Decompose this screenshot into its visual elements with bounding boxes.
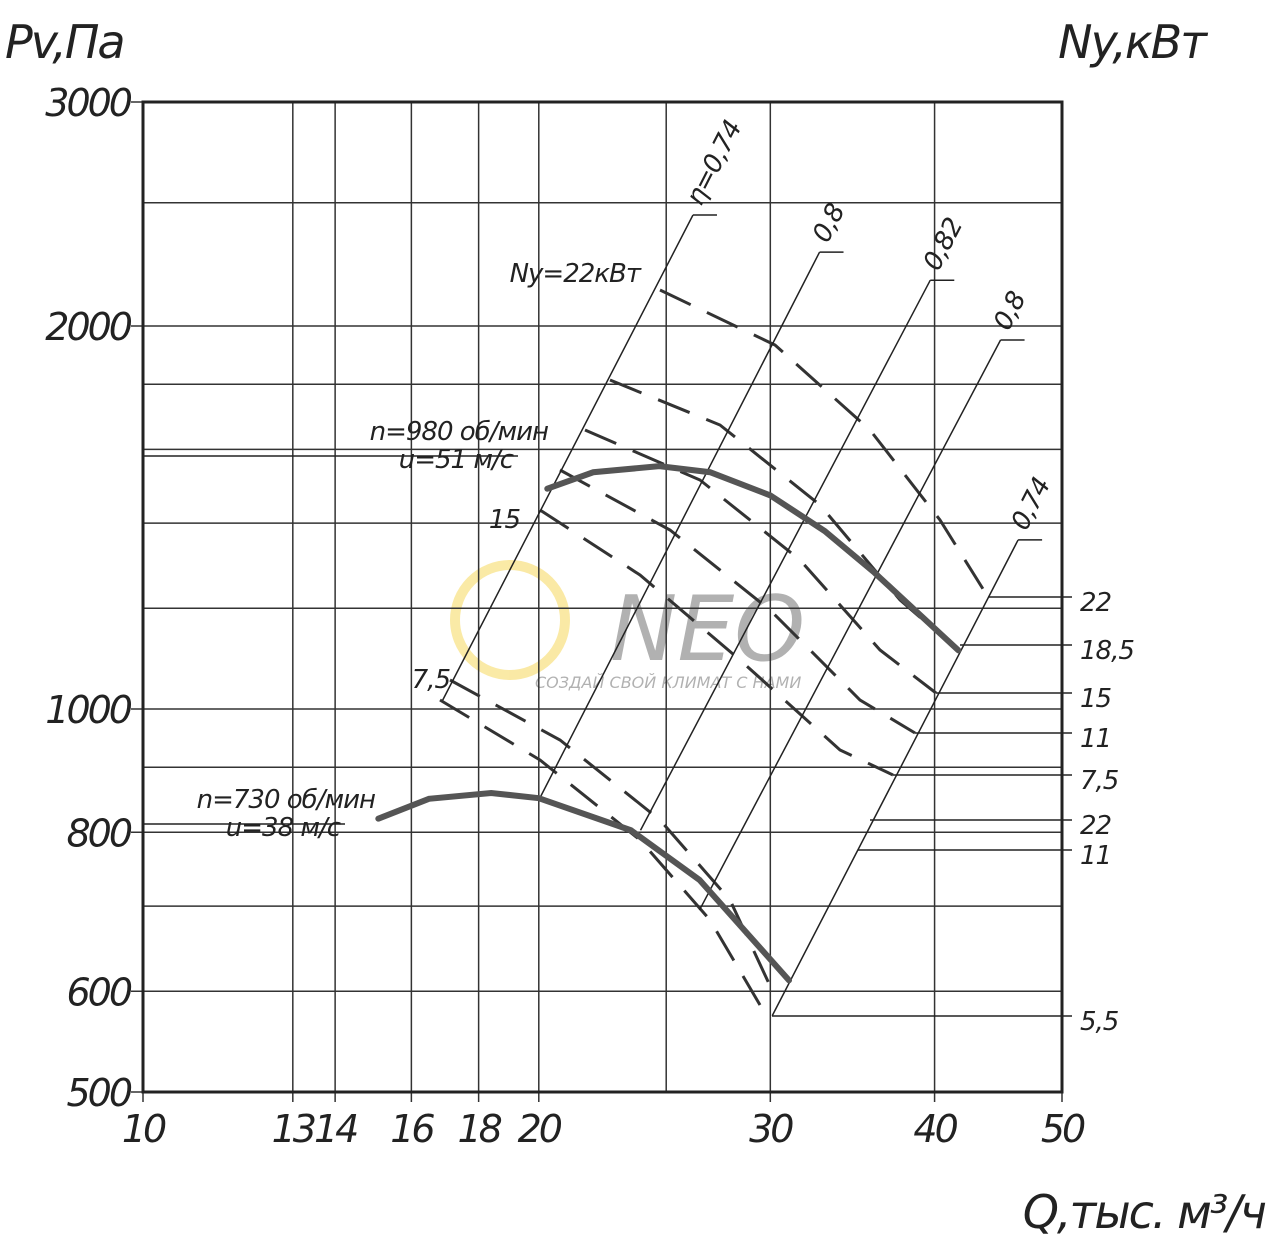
x-tick-label: 10 [122, 1107, 166, 1151]
power-label: 18,5 [1080, 636, 1134, 666]
y-tick-label: 1000 [45, 688, 132, 732]
x-axis-label: Q,тыс. м³/ч [1023, 1185, 1266, 1239]
x-tick-label: 20 [518, 1107, 562, 1151]
y-tick-label: 600 [66, 970, 131, 1014]
power-label: 7,5 [412, 665, 451, 695]
y2-axis-label: Ny,кВт [1058, 15, 1208, 69]
x-tick-label: 40 [913, 1107, 957, 1151]
power-label: 22 [1080, 588, 1111, 618]
efficiency-line [441, 214, 694, 701]
curve-label: n=730 об/мин [197, 785, 376, 815]
x-tick-label: 13 [272, 1107, 315, 1151]
efficiency-line [698, 339, 1002, 911]
x-tick-label: 30 [749, 1107, 793, 1151]
efficiency-line [538, 251, 821, 801]
y-tick-label: 500 [66, 1071, 131, 1115]
power-curve [584, 428, 937, 695]
power-label: 5,5 [1080, 1007, 1119, 1037]
y-tick-label: 3000 [45, 81, 132, 125]
y-axis-label: Pv,Па [5, 15, 124, 69]
pressure-curve [544, 463, 962, 654]
curve-label: n=980 об/мин [370, 417, 549, 447]
x-tick-label: 18 [457, 1107, 501, 1151]
power-label: 7,5 [1080, 766, 1119, 796]
power-label: Ny=22кВт [510, 259, 642, 289]
watermark-logo: NEO [610, 577, 805, 682]
power-curve [539, 508, 894, 777]
efficiency-line [639, 279, 931, 831]
efficiency-label: 0,8 [807, 199, 851, 247]
x-tick-label: 16 [390, 1107, 434, 1151]
power-curve [439, 698, 762, 1006]
curve-sublabel: u=51 м/с [399, 445, 514, 475]
watermark: NEO СОЗДАЙ СВОЙ КЛИМАТ С НАМИ [450, 560, 805, 692]
power-label: 15 [489, 505, 521, 535]
efficiency-line [771, 539, 1019, 1017]
y-tick-label: 800 [66, 811, 131, 855]
efficiency-label: 0,82 [918, 214, 969, 276]
efficiency-label: 0,74 [1006, 473, 1057, 535]
y-tick-label: 2000 [45, 305, 132, 349]
efficiency-label: η=0,74 [680, 116, 748, 210]
watermark-icon [450, 560, 570, 680]
efficiency-label: 0,8 [988, 287, 1032, 335]
power-curve [659, 288, 990, 598]
x-tick-label: 50 [1041, 1107, 1085, 1151]
curve-sublabel: u=38 м/с [226, 813, 341, 843]
pressure-curve [375, 789, 793, 984]
power-label: 11 [1080, 841, 1111, 871]
x-tick-label: 14 [314, 1107, 357, 1151]
power-label: 15 [1080, 684, 1112, 714]
watermark-slogan: СОЗДАЙ СВОЙ КЛИМАТ С НАМИ [535, 673, 801, 692]
power-label: 22 [1080, 811, 1111, 841]
power-label: 11 [1080, 724, 1111, 754]
power-curve [559, 468, 916, 735]
